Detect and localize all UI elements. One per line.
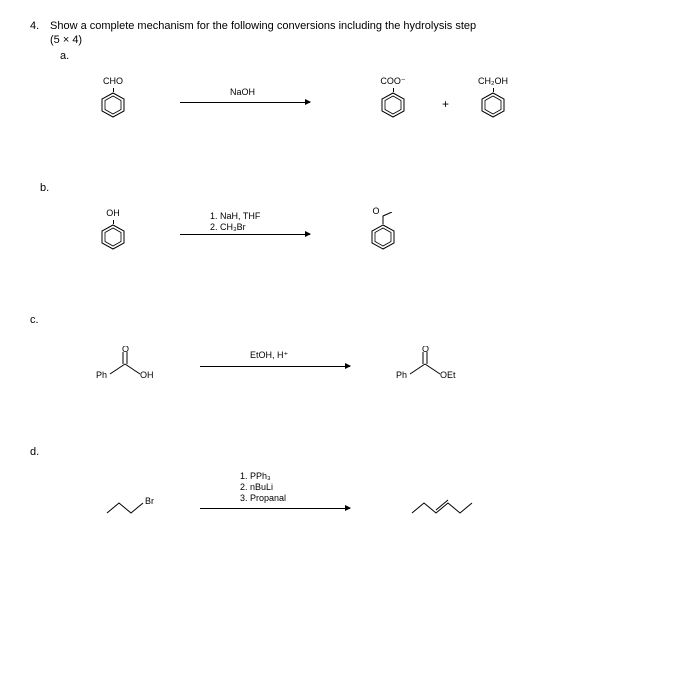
bond-line [113,88,114,92]
ome-icon [380,212,400,226]
part-c: c. O Ph OH EtOH, H⁺ [50,314,670,396]
ph-label: Ph [96,370,107,380]
phenol: OH [100,224,126,250]
benzoic-acid: O Ph OH [100,346,160,384]
reaction-a: CHO NaOH COO⁻ + CH₂OH [70,62,670,152]
question-number: 4. [30,20,50,32]
ch3br-label: 2. CH₃Br [210,222,246,232]
coo-label: COO⁻ [380,76,405,87]
bond-line [393,88,394,92]
benzaldehyde: CHO [100,92,126,118]
nah-label: 1. NaH, THF [210,211,260,221]
svg-text:O: O [422,346,429,354]
benzene-icon [480,92,506,118]
propanal-label: 3. Propanal [240,493,286,503]
br-label: Br [145,496,154,506]
part-label-a: a. [60,50,670,62]
question-header: 4. Show a complete mechanism for the fol… [30,20,670,32]
anisole: O [370,224,396,250]
benzene-icon [100,92,126,118]
bond-line [493,88,494,92]
reaction-arrow-c: EtOH, H⁺ [200,366,350,367]
pph3-label: 1. PPh₃ [240,471,271,481]
ph-label-prod: Ph [396,370,407,380]
oet-label: OEt [440,370,456,380]
reaction-arrow-d: 1. PPh₃ 2. nBuLi 3. Propanal [200,508,350,509]
svg-text:O: O [122,346,129,354]
alkene-icon [410,498,500,518]
question-prompt: Show a complete mechanism for the follow… [50,20,670,32]
ethyl-benzoate: O Ph OEt [400,346,460,384]
etoh-label: EtOH, H⁺ [250,350,288,361]
reaction-c: O Ph OH EtOH, H⁺ O Ph OEt [70,326,670,396]
oh-label-c: OH [140,370,154,380]
reaction-d: Br 1. PPh₃ 2. nBuLi 3. Propanal [70,458,670,538]
part-b: b. OH 1. NaH, THF 2. CH₃Br O [50,182,670,284]
part-d: d. Br 1. PPh₃ 2. nBuLi 3. Propanal [50,446,670,538]
part-label-d: d. [30,446,670,458]
naoh-label: NaOH [230,87,255,97]
propyl-bromide: Br [105,498,160,521]
benzene-icon [100,224,126,250]
oh-label: OH [106,208,120,218]
parts-container: a. CHO NaOH COO⁻ + CH₂OH [50,50,670,538]
part-label-b: b. [40,182,670,194]
question-points: (5 × 4) [50,34,670,46]
hexene [410,498,500,521]
reaction-arrow-a: NaOH [180,102,310,103]
benzoate: COO⁻ [380,92,406,118]
nbuli-label: 2. nBuLi [240,482,273,492]
benzene-icon [370,224,396,250]
benzene-icon [380,92,406,118]
part-label-c: c. [30,314,670,326]
plus-sign: + [442,97,449,111]
benzyl-alcohol: CH₂OH [480,92,506,118]
reaction-b: OH 1. NaH, THF 2. CH₃Br O [70,194,670,284]
cho-label: CHO [103,76,123,86]
reaction-arrow-b: 1. NaH, THF 2. CH₃Br [180,234,310,235]
bond-line [113,220,114,224]
ch2oh-label: CH₂OH [478,76,508,86]
o-label: O [372,206,379,216]
part-a: a. CHO NaOH COO⁻ + CH₂OH [50,50,670,152]
